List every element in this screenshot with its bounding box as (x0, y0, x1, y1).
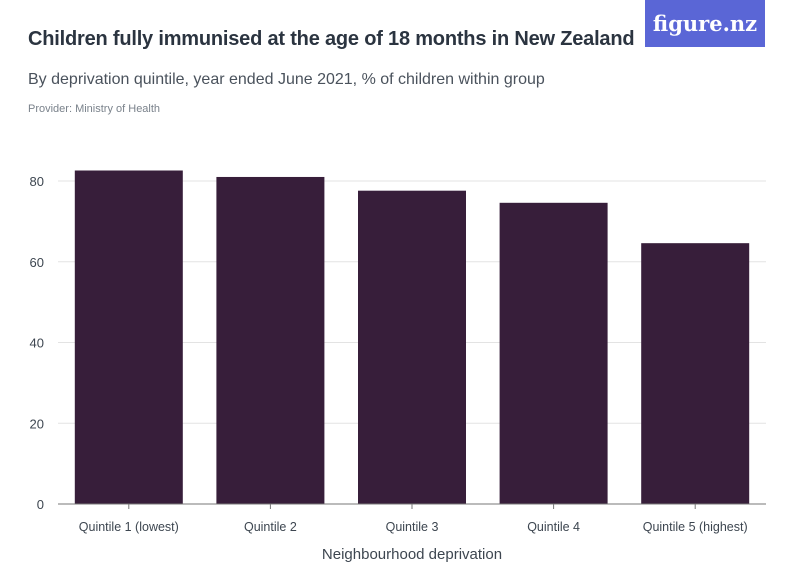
x-tick-label: Quintile 4 (527, 520, 580, 534)
y-tick-label: 60 (30, 255, 44, 270)
bar-2[interactable] (216, 176, 325, 504)
chart-subtitle: By deprivation quintile, year ended June… (28, 71, 545, 88)
figure-nz-logo[interactable]: figure.nz (645, 0, 765, 47)
x-tick-label: Quintile 2 (244, 520, 297, 534)
y-axis: 0 20 40 60 80 (30, 174, 44, 512)
y-tick-label: 40 (30, 336, 44, 351)
x-axis-label: Neighbourhood deprivation (322, 546, 502, 563)
bar-5[interactable] (641, 243, 750, 505)
bar-1[interactable] (74, 170, 183, 504)
bar-3[interactable] (358, 190, 466, 504)
x-tick-label: Quintile 3 (386, 520, 439, 534)
x-tick-label: Quintile 5 (highest) (643, 520, 748, 534)
y-tick-label: 80 (30, 174, 44, 189)
bar-4[interactable] (499, 202, 608, 505)
y-tick-label: 20 (30, 416, 44, 431)
x-axis: Quintile 1 (lowest) Quintile 2 Quintile 3 Q… (79, 504, 748, 534)
bars (74, 170, 750, 505)
chart-title: Children fully immunised at the age of 1… (28, 28, 635, 50)
data-provider: Provider: Ministry of Health (28, 103, 161, 115)
x-tick-label: Quintile 1 (lowest) (79, 520, 179, 534)
y-tick-label: 0 (37, 497, 44, 512)
